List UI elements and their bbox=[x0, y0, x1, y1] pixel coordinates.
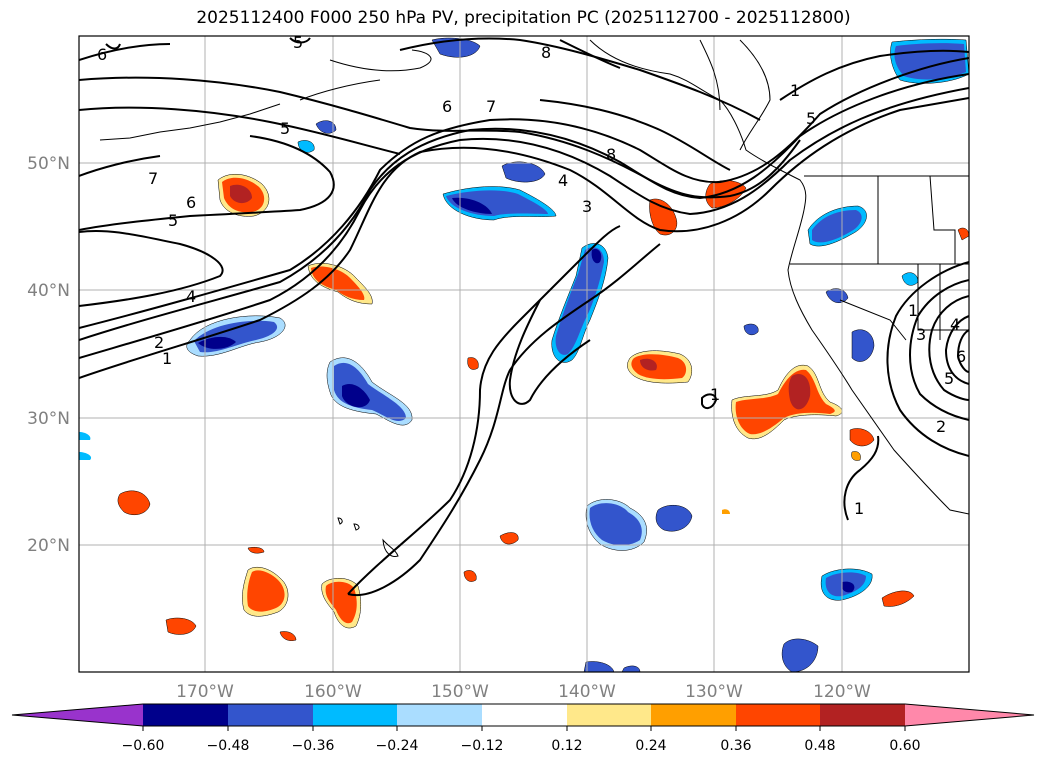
colorbar-tick: −0.48 bbox=[207, 738, 250, 754]
contour-label: 6 bbox=[956, 347, 966, 366]
colorbar-tick: 0.60 bbox=[889, 738, 920, 754]
contour-label: 6 bbox=[186, 193, 196, 212]
longitude-labels: 170°W 160°W 150°W 140°W 130°W 120°W bbox=[176, 682, 871, 702]
contour-label: 4 bbox=[558, 171, 568, 190]
colorbar-segment bbox=[651, 704, 736, 726]
contour-labels: 6 5 8 6 7 8 5 5 7 6 5 4 3 4 2 1 1 1 1 3 … bbox=[97, 33, 966, 518]
contour-label: 7 bbox=[486, 97, 496, 116]
colorbar-tick: −0.36 bbox=[292, 738, 335, 754]
contour-label: 4 bbox=[950, 315, 960, 334]
contour-label: 1 bbox=[710, 385, 720, 404]
precip-negative-anomalies bbox=[79, 37, 969, 672]
contour-label: 6 bbox=[97, 45, 107, 64]
gridlines bbox=[79, 36, 969, 672]
contour-label: 5 bbox=[944, 369, 954, 388]
pv-contours bbox=[79, 37, 969, 597]
lon-label: 150°W bbox=[431, 682, 489, 702]
contour-label: 5 bbox=[168, 211, 178, 230]
colorbar-segment bbox=[482, 704, 567, 726]
colorbar-segment bbox=[397, 704, 482, 726]
lon-label: 170°W bbox=[176, 682, 234, 702]
colorbar-segment bbox=[12, 704, 143, 726]
contour-label: 1 bbox=[908, 301, 918, 320]
lat-label: 50°N bbox=[27, 154, 70, 174]
colorbar-segment bbox=[820, 704, 905, 726]
contour-label: 1 bbox=[790, 81, 800, 100]
contour-label: 1 bbox=[854, 499, 864, 518]
colorbar-segment bbox=[143, 704, 228, 726]
colorbar-segment bbox=[313, 704, 397, 726]
colorbar: −0.60 −0.48 −0.36 −0.24 −0.12 0.12 0.24 … bbox=[11, 703, 1035, 754]
contour-label: 6 bbox=[442, 97, 452, 116]
lon-label: 160°W bbox=[304, 682, 362, 702]
contour-label: 3 bbox=[916, 325, 926, 344]
colorbar-segment bbox=[905, 704, 1034, 726]
colorbar-segment bbox=[228, 704, 313, 726]
lon-label: 120°W bbox=[813, 682, 871, 702]
contour-label: 4 bbox=[186, 287, 196, 306]
colorbar-segment bbox=[567, 704, 651, 726]
lat-label: 30°N bbox=[27, 409, 70, 429]
contour-label: 7 bbox=[148, 169, 158, 188]
contour-label: 5 bbox=[806, 109, 816, 128]
lon-label: 130°W bbox=[685, 682, 743, 702]
colorbar-tick: −0.60 bbox=[122, 738, 165, 754]
contour-label: 8 bbox=[606, 145, 616, 164]
contour-label: 5 bbox=[293, 33, 303, 52]
colorbar-tick: 0.12 bbox=[551, 738, 582, 754]
coastlines bbox=[99, 39, 969, 557]
map-title: 2025112400 F000 250 hPa PV, precipitatio… bbox=[196, 8, 851, 28]
contour-label: 8 bbox=[541, 43, 551, 62]
colorbar-segment bbox=[736, 704, 820, 726]
latitude-labels: 50°N 40°N 30°N 20°N bbox=[27, 154, 70, 556]
colorbar-tick: 0.48 bbox=[804, 738, 835, 754]
colorbar-tick: 0.24 bbox=[635, 738, 666, 754]
lat-label: 20°N bbox=[27, 536, 70, 556]
lon-label: 140°W bbox=[558, 682, 616, 702]
colorbar-tick: −0.12 bbox=[461, 738, 504, 754]
contour-label: 2 bbox=[154, 333, 164, 352]
contour-label: 2 bbox=[936, 417, 946, 436]
colorbar-tick: −0.24 bbox=[376, 738, 419, 754]
contour-label: 3 bbox=[582, 197, 592, 216]
colorbar-tick: 0.36 bbox=[720, 738, 751, 754]
lat-label: 40°N bbox=[27, 281, 70, 301]
map-border bbox=[78, 35, 970, 673]
contour-label: 5 bbox=[280, 119, 290, 138]
contour-label: 1 bbox=[162, 349, 172, 368]
